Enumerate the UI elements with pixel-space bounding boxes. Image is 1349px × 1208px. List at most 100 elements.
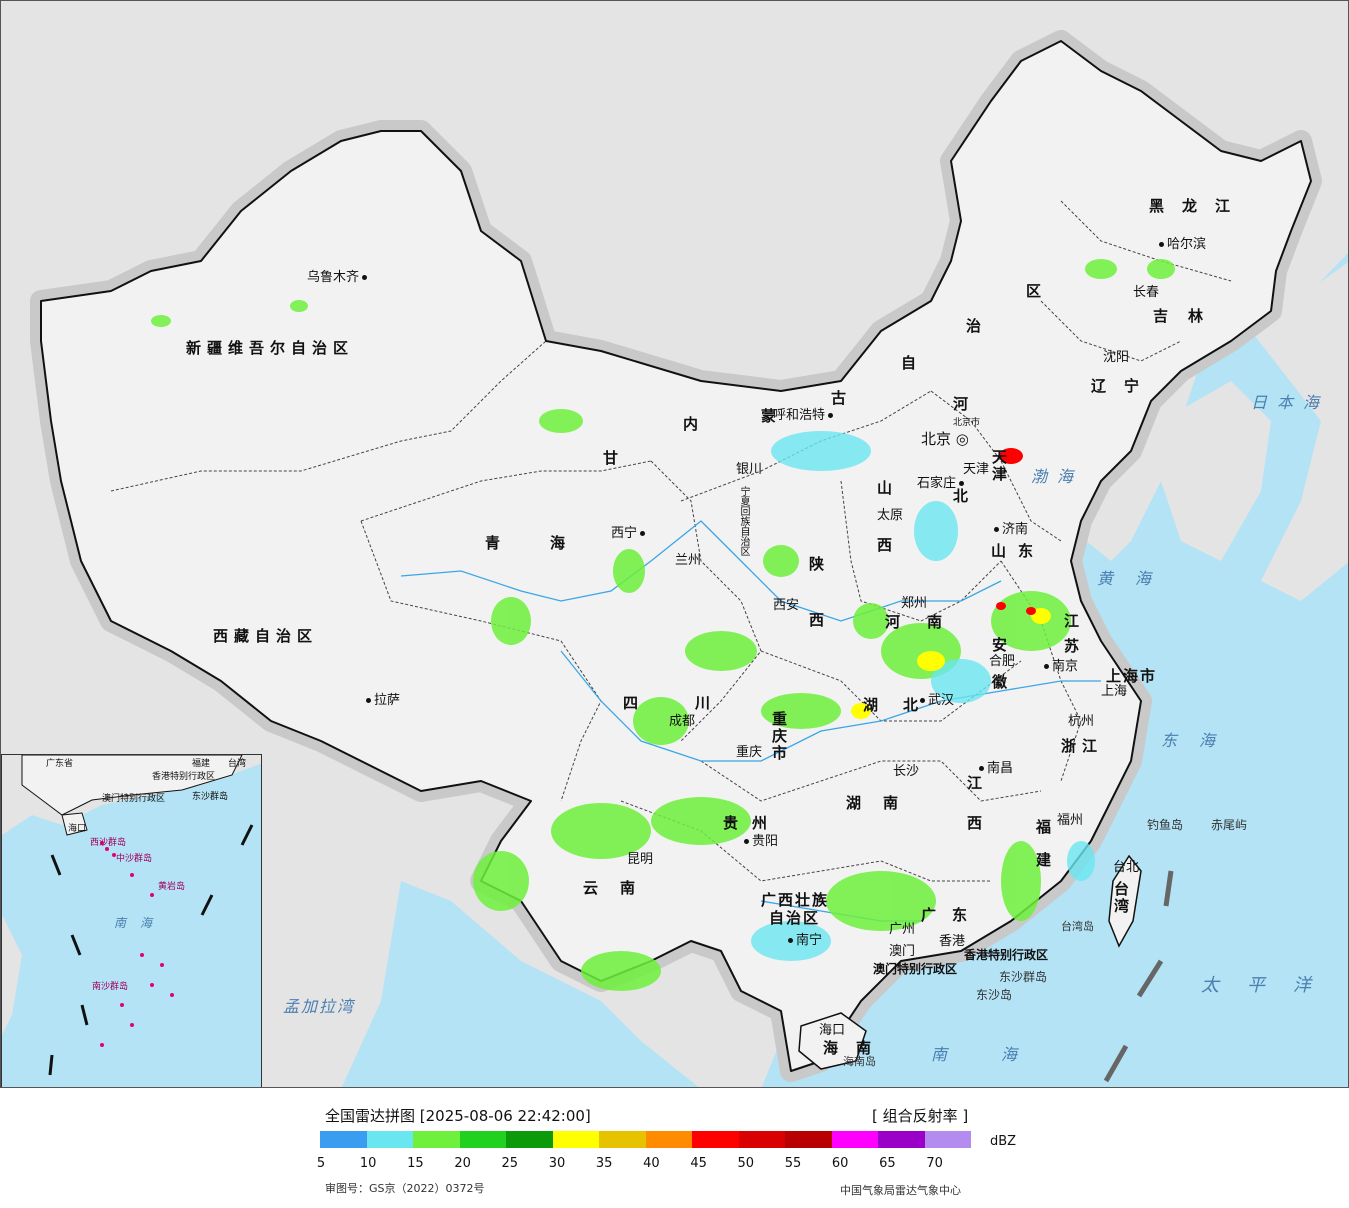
city-beijing: 北京 ◎ <box>921 432 969 447</box>
province-label: 台湾 <box>1112 881 1130 915</box>
legend-swatch <box>599 1131 646 1148</box>
province-label: 治 <box>966 317 988 335</box>
province-label: 自治区 <box>769 909 821 927</box>
legend-swatch <box>320 1131 367 1148</box>
city-name: 上海 <box>1101 684 1128 699</box>
city-taiyuan: 太原 <box>877 509 903 522</box>
legend-swatch <box>506 1131 553 1148</box>
province-label: 甘 <box>603 449 625 467</box>
inset-label: 广东省 <box>46 759 74 769</box>
sea-label: 日本海 <box>1251 393 1330 412</box>
city-name: 武汉 <box>928 693 955 708</box>
province-label: 吉林 <box>1153 307 1224 325</box>
map-geography <box>1 1 1348 1087</box>
city-dot <box>744 839 749 844</box>
capital-icon: ◎ <box>951 430 969 448</box>
korea-japan-land <box>1161 262 1348 601</box>
island-label: 台湾岛 <box>1061 920 1094 933</box>
inset-label: 南沙群岛 <box>92 982 129 992</box>
city-name: 重庆 <box>736 745 763 760</box>
data-source: 中国气象局雷达气象中心 <box>840 1184 961 1197</box>
city-name: 兰州 <box>675 553 702 568</box>
city-urumqi: 乌鲁木齐 <box>307 271 370 284</box>
province-label: 辽宁 <box>1091 377 1158 395</box>
city-shijiazhuang: 石家庄 <box>917 477 967 490</box>
city-lhasa: 拉萨 <box>363 694 400 707</box>
province-label: 内 <box>683 415 705 433</box>
legend-swatch <box>459 1131 506 1148</box>
inset-label: 西沙群岛 <box>90 838 127 848</box>
province-label: 蒙 <box>761 407 783 425</box>
city-name: 南宁 <box>796 933 823 948</box>
city-name: 海口 <box>819 1023 846 1038</box>
province-label: 川 <box>695 694 717 712</box>
city-name: 澳门 <box>889 944 916 959</box>
city-xining: 西宁 <box>611 527 648 540</box>
legend-tick-labels: 5 10 15 20 25 30 35 40 45 50 55 60 65 70 <box>312 1156 952 1172</box>
province-label: 江苏 <box>1062 613 1080 663</box>
city-hohhot: 呼和浩特 <box>773 409 836 422</box>
city-name: 银川 <box>736 462 763 477</box>
province-label: 自 <box>901 354 923 372</box>
sea-label: 黄海 <box>1097 569 1174 588</box>
province-label: 山 <box>877 479 899 497</box>
region-label: 澳门特别行政区 <box>873 962 958 976</box>
province-label: 北 <box>953 487 975 505</box>
region-label: 香港特别行政区 <box>964 948 1049 962</box>
inset-islands <box>100 841 174 1047</box>
province-label: 西藏自治区 <box>213 627 319 645</box>
legend-tick-label: 55 <box>784 1156 802 1171</box>
island-label: 东沙群岛 <box>999 970 1048 984</box>
legend-panel: 全国雷达拼图 [2025-08-06 22:42:00] [ 组合反射率 ] 5… <box>0 1088 1349 1208</box>
legend-tick-label: 20 <box>454 1156 471 1171</box>
map-approval-number: 审图号：GS京（2022）0372号 <box>325 1182 485 1195</box>
province-label: 江 <box>967 774 989 792</box>
south-china-sea-inset: 广东省 福建 台湾 香港特别行政区 澳门特别行政区 东沙群岛 海口 西沙群岛 中… <box>1 754 262 1087</box>
sea-label: 南海 <box>931 1045 1072 1064</box>
legend-unit: dBZ <box>990 1134 1017 1149</box>
city-name: 广州 <box>889 922 916 937</box>
city-name: 拉萨 <box>374 693 401 708</box>
legend-tick-label: 5 <box>316 1156 326 1171</box>
inset-sea-label: 南海 <box>114 916 167 930</box>
province-label: 黑龙江 <box>1149 197 1249 215</box>
city-name: 济南 <box>1002 522 1029 537</box>
legend-color-bar <box>320 1131 971 1148</box>
city-name: 郑州 <box>901 596 928 611</box>
city-wuhan: 武汉 <box>917 694 954 707</box>
province-label: 南 <box>927 613 949 631</box>
province-label: 云南 <box>583 879 658 897</box>
city-name: 长沙 <box>893 764 920 779</box>
city-name: 石家庄 <box>917 476 957 491</box>
legend-tick-label: 45 <box>690 1156 707 1171</box>
legend-tick-label: 40 <box>643 1156 660 1171</box>
taiwan-island <box>1108 854 1142 948</box>
sea-label: 东海 <box>1161 731 1238 750</box>
inset-geography <box>2 755 261 1076</box>
city-yinchuan: 银川 <box>736 463 762 476</box>
province-label: 浙江 <box>1061 737 1104 755</box>
province-label: 广东 <box>921 906 984 924</box>
province-label: 陕 <box>809 555 831 573</box>
city-guangzhou: 广州 <box>889 923 915 936</box>
province-label: 安徽 <box>990 637 1008 711</box>
city-hefei: 合肥 <box>989 655 1015 668</box>
city-fuzhou: 福州 <box>1057 814 1083 827</box>
province-label: 河 <box>885 613 907 631</box>
province-label: 天津 <box>990 449 1008 483</box>
legend-swatch <box>413 1131 460 1148</box>
province-label: 宁夏回族自治区 <box>738 486 749 556</box>
city-name: 合肥 <box>989 654 1016 669</box>
city-chongqing: 重庆 <box>736 746 762 759</box>
city-hongkong: 香港 <box>939 935 965 948</box>
inset-label: 黄岩岛 <box>158 882 186 892</box>
city-tianjin: 天津 <box>963 463 989 476</box>
legend-swatch <box>785 1131 832 1148</box>
city-name: 哈尔滨 <box>1167 237 1207 252</box>
city-guiyang: 贵阳 <box>741 835 778 848</box>
island-label: 东沙岛 <box>976 988 1013 1002</box>
province-label: 贵州 <box>723 814 782 832</box>
city-dot <box>1159 242 1164 247</box>
hainan-island <box>798 1012 867 1070</box>
city-name: 福州 <box>1057 813 1084 828</box>
